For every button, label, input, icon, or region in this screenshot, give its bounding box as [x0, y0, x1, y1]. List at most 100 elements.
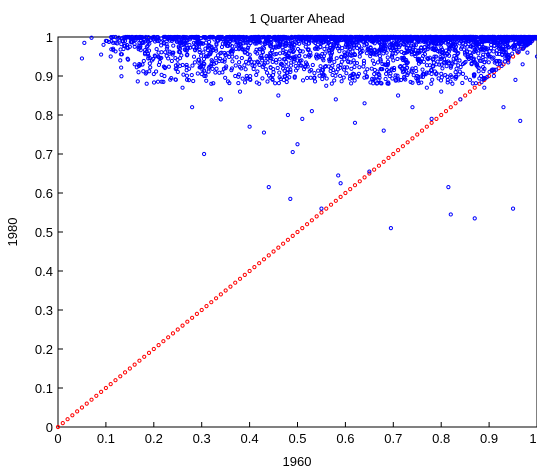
scatter-point	[223, 40, 228, 45]
diagonal-point	[367, 171, 372, 176]
scatter-point	[266, 38, 272, 44]
scatter-point	[270, 47, 275, 53]
scatter-point	[254, 72, 259, 78]
scatter-point	[487, 49, 492, 54]
diagonal-point	[415, 132, 420, 137]
scatter-point	[322, 64, 328, 69]
diagonal-point	[295, 229, 300, 235]
scatter-point	[255, 59, 260, 64]
scatter-point	[140, 40, 145, 45]
scatter-point	[476, 41, 482, 47]
scatter-point	[288, 67, 293, 72]
scatter-point	[192, 60, 198, 65]
scatter-point	[300, 116, 305, 122]
scatter-point	[295, 34, 301, 40]
scatter-point	[458, 38, 464, 43]
x-tick-label: 0.8	[432, 431, 450, 446]
diagonal-point	[103, 385, 109, 391]
scatter-point	[479, 58, 484, 64]
scatter-point	[491, 49, 496, 54]
diagonal-point	[328, 202, 334, 207]
scatter-point	[404, 65, 409, 71]
scatter-point	[281, 40, 286, 45]
diagonal-point	[161, 339, 166, 344]
scatter-point	[213, 56, 219, 61]
scatter-point	[290, 149, 295, 155]
scatter-point	[119, 52, 124, 57]
scatter-point	[214, 42, 219, 47]
scatter-point	[244, 76, 249, 81]
scatter-point	[352, 78, 357, 83]
scatter-point	[321, 72, 326, 77]
scatter-point	[327, 59, 332, 64]
scatter-point	[207, 43, 212, 48]
scatter-point	[214, 66, 219, 71]
scatter-point	[125, 56, 130, 61]
scatter-point	[290, 49, 296, 55]
scatter-point	[247, 52, 252, 57]
scatter-point	[395, 56, 400, 62]
scatter-point	[492, 67, 497, 72]
scatter-point	[480, 64, 486, 70]
scatter-point	[207, 34, 212, 40]
scatter-point	[312, 75, 317, 80]
scatter-point	[354, 60, 360, 66]
diagonal-point	[94, 393, 99, 398]
scatter-point	[303, 64, 308, 69]
scatter-point	[202, 62, 207, 67]
diagonal-point	[362, 175, 367, 180]
scatter-point	[510, 206, 516, 211]
scatter-point	[266, 73, 272, 78]
scatter-point	[513, 77, 518, 83]
scatter-point	[207, 52, 212, 57]
scatter-point	[510, 51, 515, 56]
scatter-point	[513, 37, 518, 42]
y-tick-label: 0.8	[35, 108, 53, 123]
diagonal-point	[60, 421, 65, 426]
scatter-point	[367, 169, 372, 174]
scatter-point	[402, 41, 407, 47]
scatter-point	[437, 62, 442, 67]
diagonal-point	[434, 116, 439, 122]
scatter-point	[213, 70, 218, 75]
diagonal-point	[463, 93, 468, 98]
scatter-point	[265, 60, 270, 65]
scatter-point	[120, 38, 126, 43]
scatter-point	[164, 53, 169, 58]
scatter-point	[152, 39, 158, 44]
scatter-point	[430, 57, 435, 62]
scatter-point	[191, 54, 197, 59]
scatter-point	[429, 116, 434, 122]
scatter-point	[462, 34, 468, 40]
scatter-point	[338, 62, 343, 68]
scatter-point	[482, 85, 487, 90]
scatter-point	[518, 118, 523, 123]
scatter-point	[286, 55, 291, 60]
diagonal-point	[319, 210, 324, 215]
scatter-point	[288, 196, 293, 201]
scatter-point	[151, 71, 156, 77]
scatter-point	[456, 63, 461, 68]
scatter-point	[420, 71, 426, 77]
scatter-point	[289, 35, 294, 40]
scatter-point	[324, 76, 329, 81]
scatter-point	[247, 35, 252, 40]
diagonal-point	[175, 327, 180, 332]
scatter-point	[108, 54, 113, 59]
scatter-point	[300, 78, 306, 83]
scatter-point	[190, 105, 195, 110]
scatter-point	[426, 45, 431, 50]
scatter-point	[222, 59, 227, 64]
diagonal-point	[391, 151, 396, 157]
scatter-point	[294, 40, 299, 46]
scatter-point	[239, 55, 244, 61]
scatter-point	[336, 44, 341, 49]
scatter-point	[431, 64, 436, 69]
scatter-point	[226, 34, 231, 40]
scatter-point	[462, 60, 467, 66]
scatter-point	[300, 35, 305, 40]
scatter-point	[216, 38, 221, 43]
diagonal-point	[237, 276, 243, 281]
scatter-point	[175, 57, 180, 62]
scatter-point	[210, 66, 215, 72]
